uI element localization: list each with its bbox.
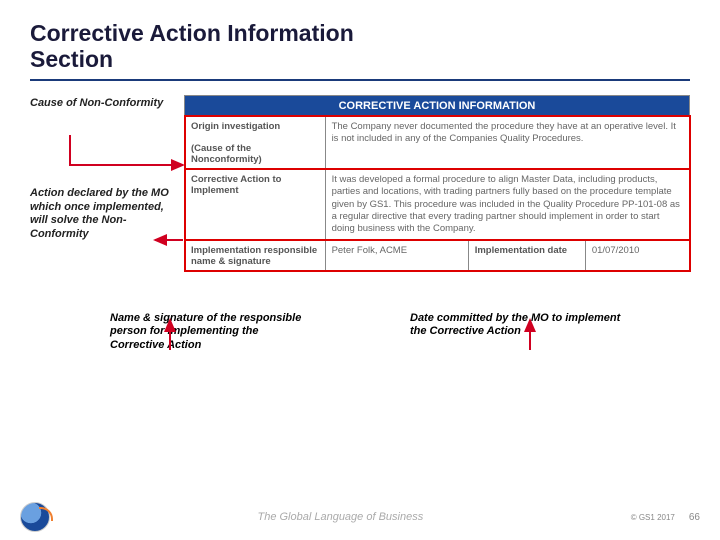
row1-value: The Company never documented the procedu… [325, 116, 689, 169]
annotation-date: Date committed by the MO to implement th… [410, 312, 630, 353]
annotation-action: Action declared by the MO which once imp… [30, 187, 170, 242]
row3-label: Implementation responsible name & signat… [185, 240, 326, 271]
title-line-1: Corrective Action Information [30, 20, 354, 46]
table-row: Corrective Action to Implement It was de… [185, 169, 690, 240]
content-area: Cause of Non-Conformity Action declared … [30, 95, 690, 272]
title-line-2: Section [30, 46, 113, 72]
page-number: 66 [689, 512, 700, 523]
row3-label2: Implementation date [468, 240, 585, 271]
table-header: CORRECTIVE ACTION INFORMATION [185, 95, 690, 116]
slide-footer: The Global Language of Business © GS1 20… [0, 500, 720, 534]
annotation-cause: Cause of Non-Conformity [30, 97, 170, 173]
row2-value: It was developed a formal procedure to a… [325, 169, 689, 240]
row3-value2: 01/07/2010 [585, 240, 689, 271]
slide-title: Corrective Action Information Section [30, 20, 690, 73]
corrective-action-table: CORRECTIVE ACTION INFORMATION Origin inv… [184, 95, 690, 272]
title-underline [30, 79, 690, 81]
table-row: Implementation responsible name & signat… [185, 240, 690, 271]
row1-label: Origin investigation (Cause of the Nonco… [185, 116, 326, 169]
annotation-name-signature: Name & signature of the responsible pers… [110, 312, 310, 353]
left-annotations: Cause of Non-Conformity Action declared … [30, 95, 170, 272]
bottom-annotations: Name & signature of the responsible pers… [30, 312, 690, 353]
row2-label: Corrective Action to Implement [185, 169, 326, 240]
footer-copyright: © GS1 2017 [631, 513, 675, 522]
table-row: Origin investigation (Cause of the Nonco… [185, 116, 690, 169]
row3-value: Peter Folk, ACME [325, 240, 468, 271]
footer-tagline: The Global Language of Business [50, 511, 631, 523]
gs1-logo-icon [20, 502, 50, 532]
